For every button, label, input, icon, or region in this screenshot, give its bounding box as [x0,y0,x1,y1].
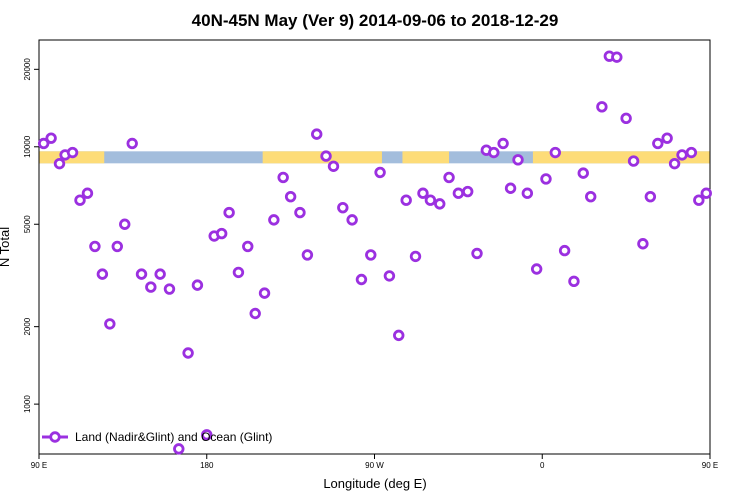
y-tick-label: 2000 [23,317,32,335]
y-tick-label: 20000 [23,58,32,81]
data-point [284,190,297,203]
x-tick-label: 90 W [365,461,384,470]
data-point [223,206,235,219]
data-point [96,268,109,280]
data-point [374,166,386,179]
data-point [74,194,86,206]
data-point [504,182,517,194]
data-point [558,244,571,257]
data-point [452,187,465,199]
data-point [637,238,649,250]
data-point [126,137,138,150]
data-point [409,250,422,263]
data-point [540,173,552,185]
data-point [668,157,681,170]
data-point [417,187,429,199]
data-point [89,240,101,253]
data-point [530,263,543,275]
surface-ocean [532,151,710,164]
data-point [424,194,437,206]
data-point [81,187,94,199]
data-point [652,137,664,150]
data-point [191,279,204,291]
data-point [145,281,157,293]
data-point [277,171,289,184]
legend: Land (Nadir&Glint) and Ocean (Glint) [42,430,272,444]
data-point [620,112,632,125]
data-point [66,146,79,159]
data-point [258,287,271,299]
data-point [311,128,323,140]
x-axis-label: Longitude (deg E) [323,476,426,491]
data-point [611,51,623,63]
legend-marker [49,431,61,443]
data-point [201,429,213,441]
data-point [521,187,534,199]
data-point [685,146,698,159]
y-tick-label: 5000 [23,215,32,233]
data-point [549,146,561,159]
data-point [301,249,314,261]
data-point [104,318,116,330]
data-point [700,187,712,199]
data-point [320,150,332,162]
y-axis: 1000 2000 5000 10000 20000 [23,58,39,413]
data-point [182,347,194,359]
data-point [294,206,306,219]
data-point [111,240,123,253]
data-point [135,268,148,280]
y-axis-label: N Total [0,227,12,267]
data-point [497,137,509,150]
data-point [383,270,396,282]
y-tick-label: 1000 [23,395,32,413]
data-point [644,190,657,203]
x-tick-label: 90 E [702,461,718,470]
data-point [585,190,597,203]
surface-strip [39,151,710,164]
data-point [45,132,57,144]
data-point [627,155,640,167]
data-point [393,329,405,342]
data-point [268,214,280,226]
data-point [512,154,524,166]
x-tick-label: 180 [200,461,214,470]
data-point [163,283,176,295]
data-point [365,249,377,261]
data-point [488,146,500,159]
data-point [119,218,131,230]
data-point [676,149,688,161]
data-point [355,273,368,286]
data-point [53,157,66,170]
data-point [596,101,608,113]
x-axis: 90 E 180 90 W 0 90 E [31,454,718,470]
data-point [232,266,245,279]
data-point [693,194,705,206]
data-point [471,247,483,260]
data-point [346,214,358,226]
data-point [154,268,166,280]
y-tick-label: 10000 [23,135,32,158]
data-point [400,194,412,206]
data-point [661,132,673,144]
legend-label: Land (Nadir&Glint) and Ocean (Glint) [75,430,272,444]
x-tick-label: 0 [540,461,545,470]
data-point [173,443,185,455]
x-tick-label: 90 E [31,461,47,470]
data-point [568,275,580,288]
data-point [249,307,261,320]
data-point [461,185,474,198]
data-point [577,167,589,179]
data-point [337,201,349,214]
plot-frame [38,39,711,455]
data-point [327,160,340,172]
data-point [443,171,455,184]
data-point [434,198,446,210]
chart-title: 40N-45N May (Ver 9) 2014-09-06 to 2018-1… [192,11,559,30]
data-point [215,227,228,240]
data-points [37,50,712,455]
data-point [37,137,50,150]
data-point [242,240,254,253]
surface-ocean [402,151,450,164]
